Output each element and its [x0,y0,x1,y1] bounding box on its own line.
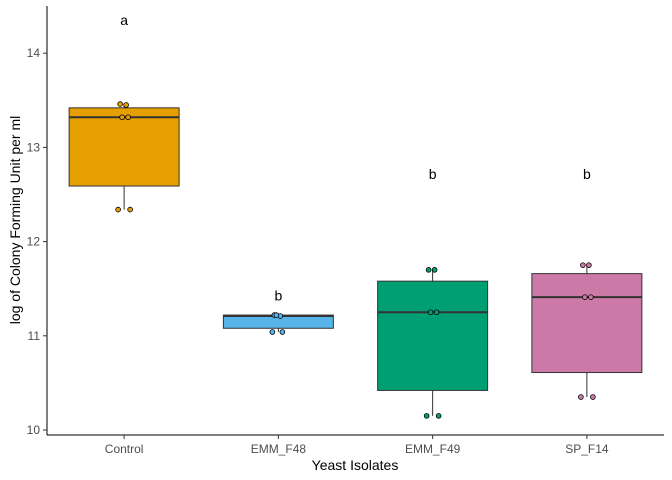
data-point [435,413,442,419]
plot-marks: a b b b [68,12,643,419]
y-axis-title: log of Colony Forming Unit per ml [7,116,23,325]
y-tick-label: 14 [27,46,41,60]
box [68,107,180,187]
box-group-emm-f48: b [222,287,334,335]
y-tick-label: 10 [27,423,41,437]
data-point [123,102,129,108]
y-tick-label: 11 [28,329,41,343]
data-point [433,309,440,316]
data-point [431,267,438,273]
data-point [279,329,286,335]
data-point [586,262,592,268]
x-axis-title: Yeast Isolates [312,457,399,473]
data-point [119,114,125,121]
data-point [588,294,594,300]
x-tick-label: Control [105,442,144,456]
box-group-sp-f14: b [531,166,643,400]
data-point [115,206,121,213]
y-tick-label: 13 [27,140,41,154]
data-point [125,114,131,121]
data-point [273,312,280,318]
data-point [117,101,123,107]
box [531,273,643,374]
box [377,280,489,391]
data-point [127,206,133,213]
data-point [590,394,596,400]
data-point [425,267,432,273]
box-group-control: a [68,12,180,213]
significance-letter: b [583,166,591,182]
x-axis-ticks: Control EMM_F48 EMM_F49 SP_F14 [105,435,609,456]
box-group-emm-f49: b [377,166,489,419]
data-point [582,294,588,300]
data-point [427,309,434,316]
data-point [578,394,584,400]
data-point [580,262,586,268]
data-point [269,329,276,335]
significance-letter: a [120,12,128,28]
y-tick-label: 12 [27,235,41,249]
data-point [423,413,430,419]
y-axis-ticks: 10 11 12 13 14 [27,46,47,437]
significance-letter: b [274,287,282,303]
x-tick-label: EMM_F49 [405,442,461,456]
significance-letter: b [429,166,437,182]
x-tick-label: EMM_F48 [251,442,307,456]
x-tick-label: SP_F14 [565,442,609,456]
